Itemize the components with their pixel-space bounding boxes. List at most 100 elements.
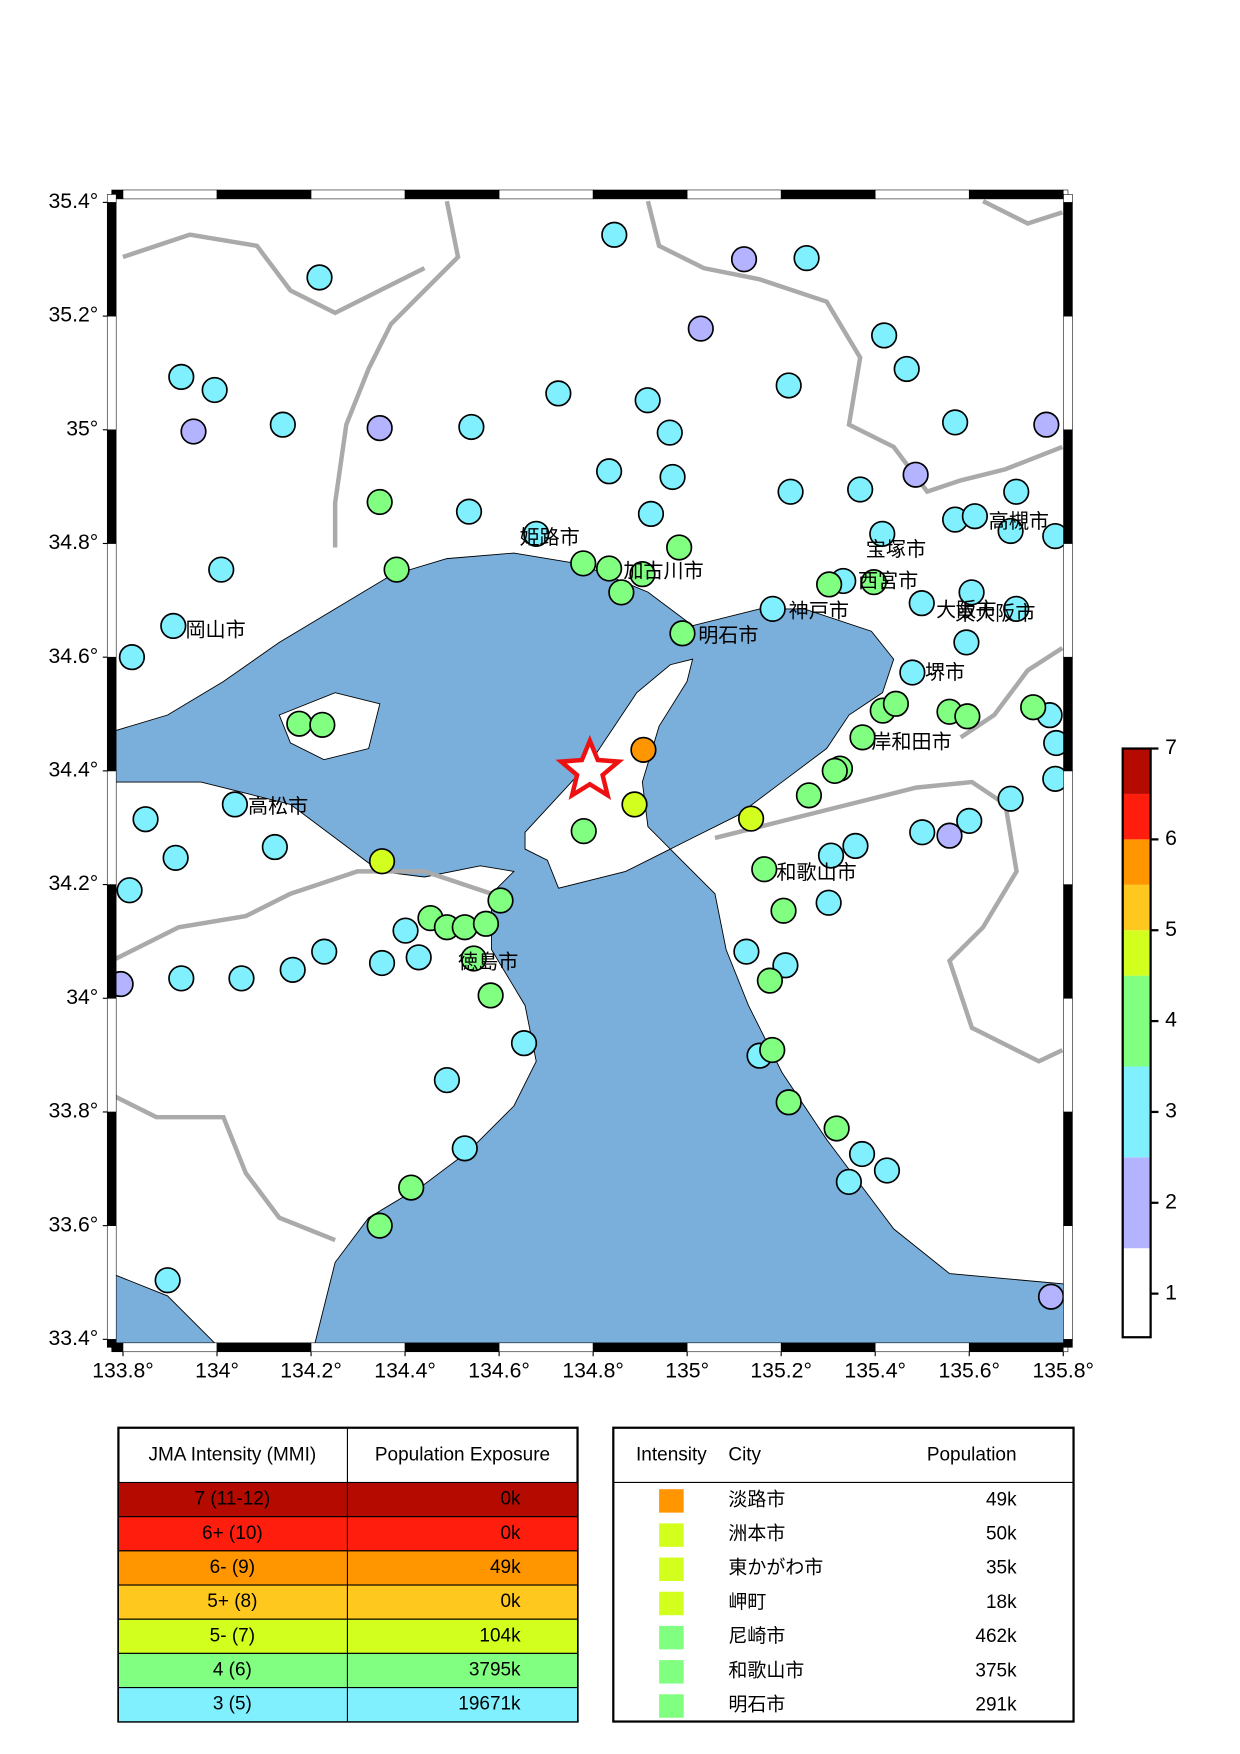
x-tick-label: 134.6°: [468, 1359, 530, 1382]
station: [823, 1115, 850, 1142]
station: [269, 411, 296, 438]
frame-band: [1063, 429, 1073, 544]
station: [458, 413, 485, 441]
colorbar-tick-label: 7: [1165, 736, 1177, 759]
border: [122, 232, 426, 316]
frame-band: [1063, 997, 1073, 1113]
table-cell: 6- (9): [210, 1557, 255, 1578]
table-cell: 尼崎市: [728, 1625, 785, 1647]
border: [645, 200, 1064, 495]
frame-band: [106, 543, 117, 658]
colorbar-tick-label: 6: [1165, 827, 1177, 850]
frame-band: [1063, 770, 1073, 885]
table-cell: 6+ (10): [202, 1523, 263, 1544]
station: [961, 503, 989, 530]
table-cell: 3795k: [469, 1660, 521, 1681]
station: [634, 387, 661, 414]
station: [899, 659, 926, 686]
station: [687, 315, 714, 342]
station: [1003, 595, 1030, 622]
station: [116, 877, 143, 904]
station: [795, 782, 823, 809]
colorbar-segment: [1122, 930, 1151, 976]
x-tick-label: 133.8°: [92, 1359, 154, 1382]
frame-band: [122, 189, 218, 200]
table-cell: 7 (11-12): [195, 1489, 271, 1510]
frame-band: [106, 1339, 117, 1348]
frame-band: [106, 656, 117, 772]
station: [908, 590, 935, 617]
city-label: 和歌山市: [776, 861, 856, 884]
station: [849, 724, 876, 751]
station: [154, 1267, 181, 1294]
colorbar-segment: [1122, 1248, 1151, 1338]
frame-band: [780, 189, 876, 200]
y-tick-label: 33.6°: [49, 1213, 99, 1236]
table-header: City: [728, 1445, 761, 1466]
frame-band: [310, 1342, 406, 1353]
station: [1037, 1283, 1065, 1310]
station: [309, 711, 336, 738]
station: [608, 579, 635, 606]
station: [261, 833, 288, 861]
y-tick-label: 33.4°: [49, 1327, 99, 1350]
colorbar-tick-label: 4: [1165, 1009, 1177, 1032]
frame-band: [1063, 1111, 1073, 1226]
table-cell: 50k: [986, 1524, 1017, 1545]
table-cell: 明石市: [728, 1693, 785, 1715]
station: [958, 579, 985, 606]
colorbar-tick-label: 1: [1165, 1281, 1177, 1304]
frame-band: [1063, 656, 1073, 772]
table-header: Intensity: [636, 1445, 707, 1466]
frame-band: [106, 1111, 117, 1226]
station: [835, 1168, 863, 1196]
x-tick-label: 134.4°: [374, 1359, 436, 1382]
station: [775, 372, 802, 399]
y-tick-label: 33.8°: [49, 1100, 99, 1123]
station: [873, 1157, 901, 1184]
table-header: Population: [927, 1445, 1017, 1466]
station: [472, 910, 500, 937]
x-tick-label: 135.6°: [938, 1359, 1000, 1382]
colorbar-segment: [1122, 884, 1151, 931]
station: [311, 938, 338, 965]
station: [936, 822, 963, 849]
station: [208, 556, 235, 583]
table-cell: 291k: [975, 1694, 1017, 1715]
frame-band: [216, 1342, 312, 1353]
city-label: 大阪市: [936, 598, 996, 621]
station: [815, 889, 842, 916]
x-tick-label: 134.2°: [280, 1359, 342, 1382]
city-label: 加古川市: [623, 559, 703, 582]
table-cell: 5+ (8): [207, 1591, 257, 1612]
y-tick-label: 35°: [66, 417, 98, 440]
frame-band: [106, 202, 117, 317]
table-cell: 49k: [986, 1489, 1017, 1510]
station: [168, 965, 195, 992]
station: [366, 488, 393, 516]
station: [366, 414, 393, 442]
x-tick-label: 135°: [665, 1359, 709, 1382]
station: [751, 856, 778, 883]
station: [772, 952, 799, 979]
colorbar-tick-label: 2: [1165, 1190, 1177, 1213]
station: [666, 534, 693, 561]
station: [523, 520, 550, 547]
colorbar-segment: [1122, 975, 1151, 1067]
station: [1003, 478, 1030, 505]
epicenter: [555, 734, 625, 801]
y-tick-label: 34°: [66, 986, 98, 1009]
table-cell: 18k: [986, 1592, 1017, 1613]
station: [848, 1140, 876, 1168]
frame-band: [310, 189, 406, 200]
city-label: 堺市: [925, 661, 965, 684]
station: [180, 418, 207, 445]
station: [510, 1030, 538, 1057]
island: [524, 658, 694, 889]
station: [656, 419, 683, 446]
frame-band: [106, 884, 117, 999]
station: [953, 629, 980, 656]
station: [1033, 411, 1060, 438]
frame-band: [106, 1225, 117, 1340]
